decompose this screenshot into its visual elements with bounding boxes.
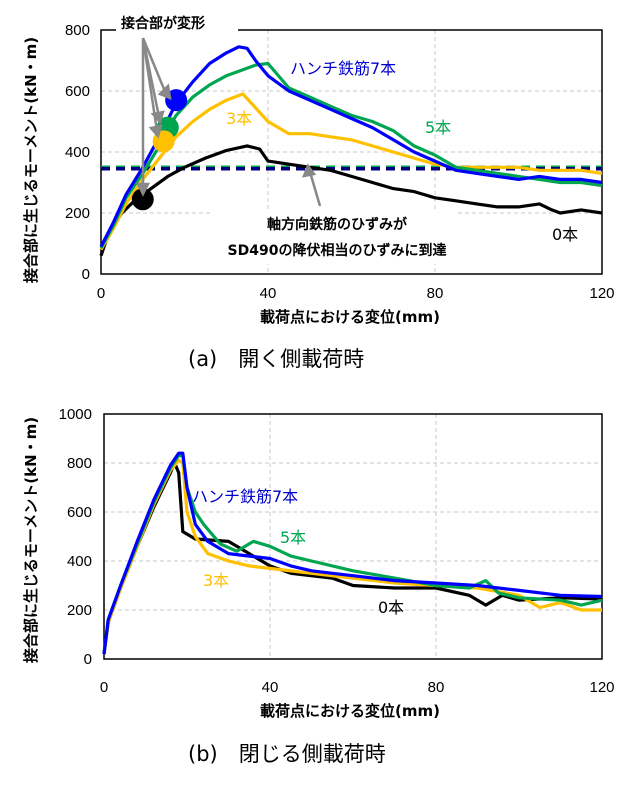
panel-b: 0 200 400 600 800 1000 0 40 80 120 載荷点にお… [22, 406, 615, 766]
panel-a-ylabel: 接合部に生じるモーメント(kN・m) [22, 37, 40, 283]
panel-a-caption: (a) 開く側載荷時 [188, 347, 364, 371]
panel-b-ytick-800: 800 [67, 455, 92, 472]
panel-b-label-0: 0本 [378, 598, 404, 617]
panel-a-label-7: ハンチ鉄筋7本 [290, 59, 396, 78]
panel-a-xlabel: 載荷点における変位(mm) [260, 308, 440, 326]
panel-a-ytick-600: 600 [65, 83, 90, 100]
panel-a-ytick-800: 800 [65, 22, 90, 39]
panel-a-series-line-0 [99, 45, 603, 248]
panel-a-plot-frame [100, 29, 603, 275]
panel-a-markers [131, 89, 188, 211]
annotation-yield-line1: 軸方向鉄筋のひずみが [267, 216, 408, 233]
panel-a-xtick-80: 80 [427, 285, 444, 302]
arrowhead-black [135, 182, 151, 197]
panel-b-xtick-0: 0 [100, 679, 108, 696]
panel-a-label-0: 0本 [552, 225, 578, 244]
panel-b-series [102, 451, 603, 655]
panel-b-label-5: 5本 [280, 528, 306, 547]
panel-b-label-7: ハンチ鉄筋7本 [192, 487, 298, 506]
annotation-yield-line2: SD490の降伏相当のひずみに到達 [228, 242, 447, 259]
arrowhead-yield [301, 163, 317, 178]
panel-a-series-line-3 [99, 144, 603, 257]
annotation-deform-bg [116, 10, 238, 35]
panel-b-xtick-80: 80 [428, 679, 445, 696]
arrowhead-yellow [148, 124, 163, 139]
panel-b-ytick-400: 400 [67, 553, 92, 570]
panel-b-caption: (b) 閉じる側載荷時 [188, 742, 386, 766]
panel-b-xlabel: 載荷点における変位(mm) [260, 702, 440, 720]
panel-a-joint-deform-marker-3 [131, 188, 154, 211]
panel-b-label-3: 3本 [203, 571, 229, 590]
panel-b-gridlines [104, 414, 602, 659]
panel-a-xtick-0: 0 [97, 285, 105, 302]
panel-a: 0 200 400 600 800 0 40 80 120 載荷点における変位(… [22, 10, 615, 371]
annotation-arrows [135, 37, 322, 207]
panel-b-ytick-1000: 1000 [59, 406, 92, 423]
panel-a-xtick-120: 120 [589, 285, 614, 302]
panel-b-series-line-0 [102, 451, 603, 655]
arrowhead-blue [157, 83, 172, 100]
panel-b-ylabel: 接合部に生じるモーメント(kN・m) [22, 417, 40, 663]
panel-b-series-line-3 [102, 461, 603, 655]
annotation-yield-bg [212, 212, 457, 264]
arrow-to-blue [141, 37, 168, 95]
panel-a-ytick-0: 0 [82, 266, 90, 283]
panel-b-xtick-120: 120 [589, 679, 614, 696]
panel-b-plot-frame [103, 413, 603, 660]
arrow-yield [308, 171, 322, 207]
panel-b-xtick-40: 40 [262, 679, 279, 696]
panel-a-ytick-400: 400 [65, 144, 90, 161]
panel-b-ytick-200: 200 [67, 602, 92, 619]
panel-a-label-5: 5本 [425, 118, 451, 137]
arrowhead-green [150, 110, 165, 125]
panel-b-ytick-0: 0 [84, 651, 92, 668]
panel-b-ytick-600: 600 [67, 504, 92, 521]
panel-a-xtick-40: 40 [260, 285, 277, 302]
annotation-joint-deform: 接合部が変形 [121, 15, 205, 32]
panel-a-label-3: 3本 [226, 109, 252, 128]
panel-a-ytick-200: 200 [65, 205, 90, 222]
